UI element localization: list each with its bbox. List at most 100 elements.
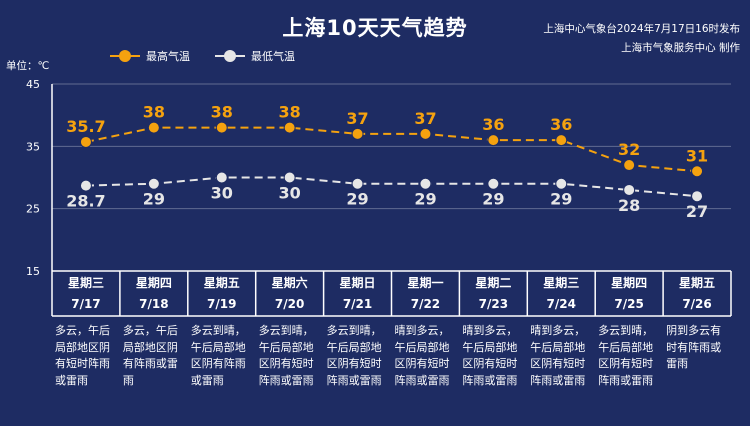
high-temp-point — [555, 134, 568, 147]
x-tick-date: 7/17 — [71, 297, 100, 311]
weather-description-line: 午后局部地 — [598, 340, 654, 354]
low-temp-point — [147, 177, 160, 190]
weather-description-line: 午后局部地 — [394, 340, 450, 354]
high-temp-label: 31 — [686, 146, 708, 165]
weather-description-line: 多云，午后 — [122, 324, 178, 337]
high-temp-label: 38 — [143, 103, 165, 122]
high-temp-label: 36 — [482, 115, 504, 134]
weather-description-line: 有阵雨或雷 — [122, 357, 178, 370]
high-temp-point — [283, 121, 296, 134]
x-tick-date: 7/25 — [614, 297, 643, 311]
weather-description: 多云到晴， 午后局部地 区阴有短时 阵雨或雷雨 — [327, 323, 382, 389]
weather-description: 多云到晴， 午后局部地 区阴有短时 阵雨或雷雨 — [598, 323, 653, 389]
weather-description-line: 阵雨或雷雨 — [462, 373, 518, 387]
weather-description: 多云，午后局部地区阴有阵雨或雷雨 — [123, 323, 178, 389]
weather-description-line: 或雷雨 — [190, 373, 224, 387]
weather-description-line: 局部地区阴 — [122, 340, 178, 354]
weather-description: 晴到多云， 午后局部地区阴有短时阵雨或雷雨 — [530, 323, 585, 389]
high-temp-label: 37 — [346, 109, 368, 128]
weather-description-line: 多云到晴， — [598, 324, 654, 337]
low-temp-label: 29 — [550, 190, 572, 209]
x-tick-date: 7/23 — [479, 297, 508, 311]
weather-description-line: 晴到多云， — [530, 324, 586, 337]
weather-description-line: 晴到多云， — [462, 324, 518, 337]
weather-description-line: 阴到多云有 — [666, 324, 722, 337]
high-temp-label: 38 — [279, 103, 301, 122]
low-temp-line — [85, 176, 698, 198]
high-temp-point — [79, 135, 92, 148]
y-tick-label: 15 — [26, 265, 40, 278]
x-tick-weekday: 星期三 — [543, 275, 579, 290]
low-temp-label: 29 — [346, 190, 368, 209]
source-line-maker: 上海市气象服务中心 制作 — [621, 42, 740, 54]
weather-description-line: 午后局部地 — [462, 340, 518, 354]
legend-high: 最高气温 — [110, 48, 190, 64]
y-tick-label: 25 — [26, 203, 40, 216]
weather-description-line: 区阴有短时 — [394, 357, 450, 370]
x-tick-date: 7/18 — [139, 297, 168, 311]
high-temp-label: 38 — [211, 103, 233, 122]
x-tick-date: 7/24 — [547, 297, 576, 311]
low-temp-label: 29 — [143, 190, 165, 209]
page-title: 上海10天天气趋势 — [282, 16, 468, 40]
high-temp-line — [85, 126, 698, 173]
weather-description-line: 区阴有短时 — [258, 357, 314, 370]
weather-description-line: 雷雨 — [666, 357, 689, 370]
weather-description-line: 区阴有短时 — [598, 357, 654, 370]
source-credit: 上海中心气象台2024年7月17日16时发布 上海市气象服务中心 制作 — [543, 20, 740, 58]
high-temp-label: 36 — [550, 115, 572, 134]
weather-description: 多云，午后 局部地区阴 有短时阵雨 或雷雨 — [55, 323, 110, 389]
x-tick-weekday: 星期四 — [136, 275, 172, 290]
y-tick-label: 35 — [26, 140, 40, 153]
weather-description-line: 区阴有短时 — [462, 357, 518, 370]
weather-description-line: 阵雨或雷雨 — [326, 373, 382, 387]
weather-description: 晴到多云， 午后局部地区阴有短时阵雨或雷雨 — [462, 323, 517, 389]
weather-description-line: 阵雨或雷雨 — [258, 373, 314, 387]
y-tick-label: 45 — [26, 78, 40, 91]
low-temp-point — [215, 171, 228, 184]
source-line-publisher: 上海中心气象台2024年7月17日16时发布 — [543, 23, 740, 35]
weather-description-line: 午后局部地 — [258, 340, 314, 354]
weather-description-line: 区阴有短时 — [530, 357, 586, 370]
x-tick-weekday: 星期一 — [407, 275, 443, 290]
weather-description-line: 雨 — [122, 373, 134, 387]
legend-low: 最低气温 — [215, 48, 295, 64]
weather-description-line: 午后局部地 — [530, 340, 586, 354]
low-temp-point — [691, 190, 704, 203]
weather-description-line: 多云到晴， — [190, 324, 246, 337]
x-tick-date: 7/22 — [411, 297, 440, 311]
low-temp-point — [79, 179, 92, 192]
low-temp-label: 29 — [414, 190, 436, 209]
weather-description-line: 阵雨或雷雨 — [530, 373, 586, 387]
high-temp-label: 32 — [618, 140, 640, 159]
unit-label: 单位：℃ — [6, 60, 50, 72]
weather-description-line: 时有阵雨或 — [666, 340, 722, 354]
weather-description: 多云到晴， 午后局部地 区阴有短时 阵雨或雷雨 — [259, 323, 314, 389]
x-tick-weekday: 星期五 — [204, 275, 240, 290]
weather-description-line: 或雷雨 — [55, 373, 88, 387]
x-tick-date: 7/19 — [207, 297, 236, 311]
weather-description-line: 多云到晴， — [326, 324, 382, 337]
high-temp-point — [419, 127, 432, 140]
low-temp-point — [555, 177, 568, 190]
high-temp-point — [487, 134, 500, 147]
x-tick-date: 7/21 — [343, 297, 372, 311]
weather-description-line: 午后局部地 — [190, 340, 246, 354]
low-temp-point — [283, 171, 296, 184]
weather-description-line: 有短时阵雨 — [55, 357, 110, 370]
weather-description-line: 阵雨或雷雨 — [394, 373, 450, 387]
low-temp-label: 30 — [211, 184, 233, 203]
legend-high-marker-icon — [110, 50, 140, 62]
high-temp-point — [623, 159, 636, 172]
x-tick-weekday: 星期日 — [340, 275, 376, 290]
low-temp-label: 30 — [279, 184, 301, 203]
low-temp-point — [419, 177, 432, 190]
x-tick-weekday: 星期五 — [679, 275, 715, 290]
weather-description-line: 区阴有短时 — [326, 357, 382, 370]
legend-high-label: 最高气温 — [146, 50, 190, 63]
high-temp-label: 37 — [414, 109, 436, 128]
high-temp-point — [215, 121, 228, 134]
low-temp-label: 27 — [686, 202, 708, 221]
